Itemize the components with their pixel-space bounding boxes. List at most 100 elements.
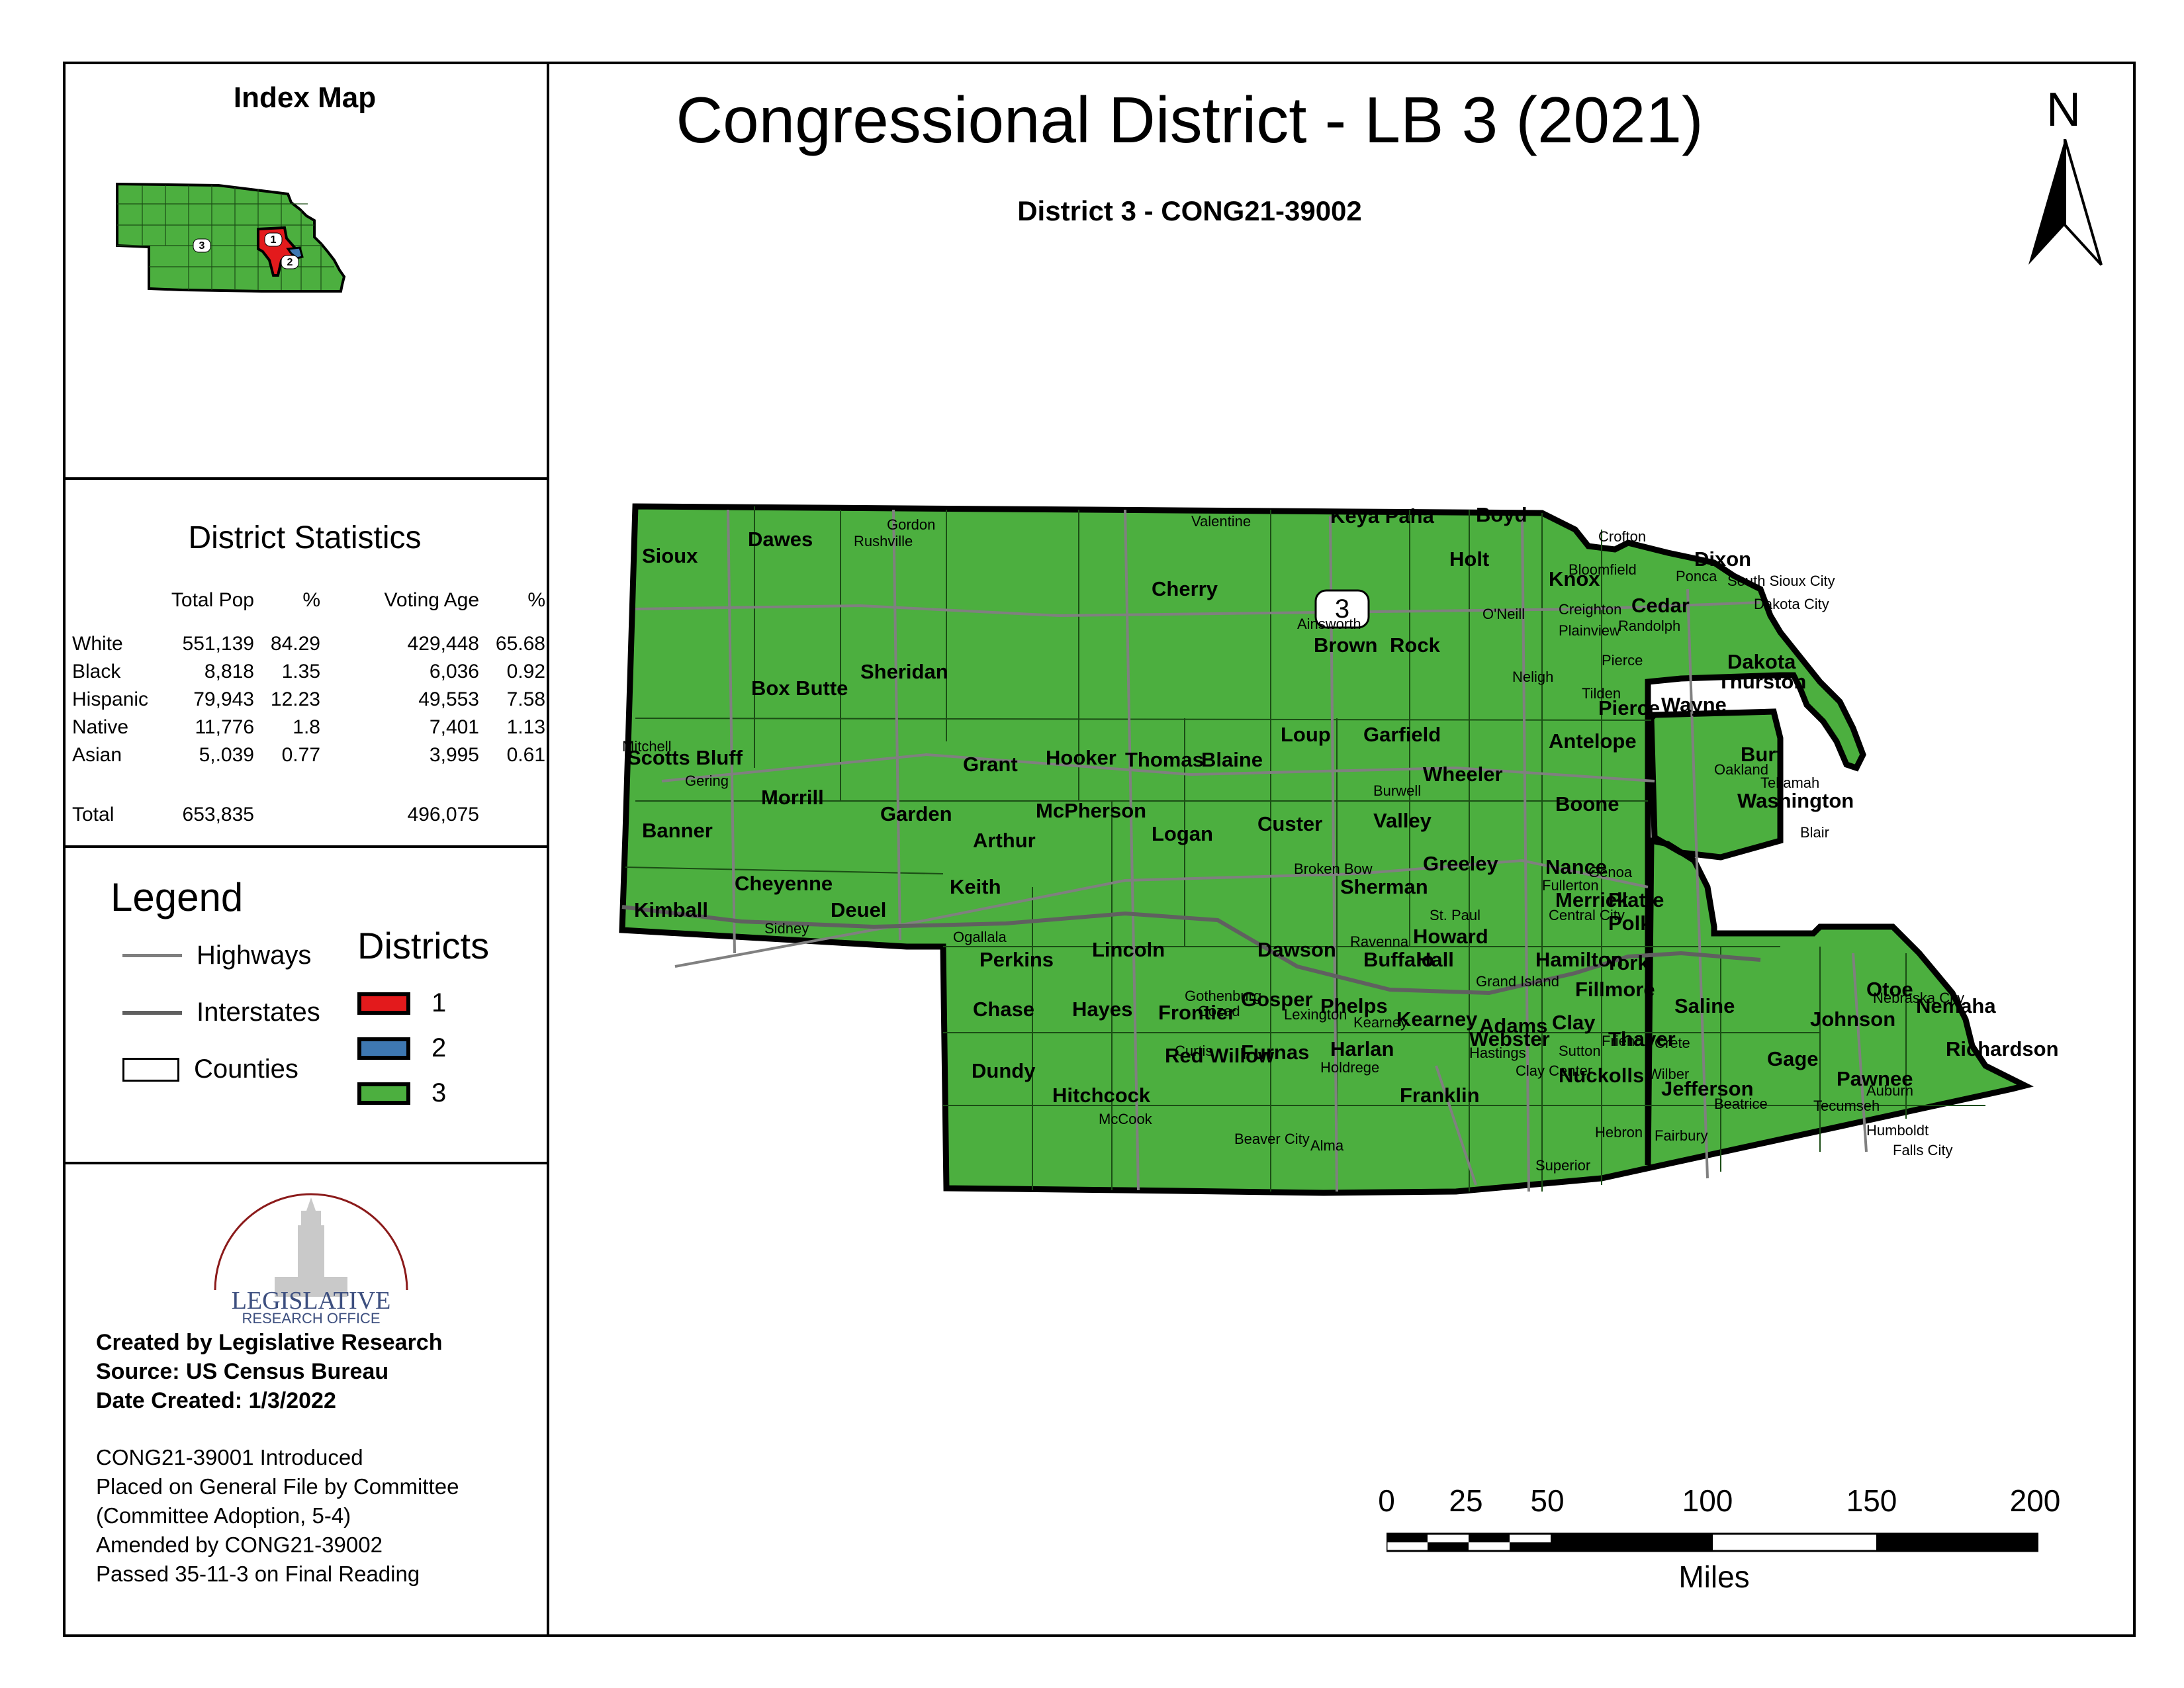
county-label: Saline bbox=[1674, 994, 1735, 1017]
pct-pop-cell: 0.77 bbox=[281, 744, 320, 766]
district-2-swatch bbox=[357, 1037, 410, 1060]
town-label: Lexington bbox=[1284, 1006, 1347, 1023]
county-label: Antelope bbox=[1549, 729, 1637, 753]
town-label: Ravenna bbox=[1350, 933, 1409, 950]
county-label: Kearney bbox=[1396, 1008, 1478, 1031]
county-label: Grant bbox=[963, 753, 1018, 776]
scale-bar-graphic bbox=[1387, 1532, 2038, 1552]
county-label: Richardson bbox=[1946, 1037, 2059, 1060]
town-label: Kearney bbox=[1353, 1014, 1408, 1031]
county-label: Dixon bbox=[1694, 547, 1751, 571]
town-label: Gordon bbox=[887, 516, 935, 533]
county-label: Sioux bbox=[642, 544, 698, 567]
county-label: Lincoln bbox=[1092, 938, 1165, 961]
county-label: Boyd bbox=[1476, 503, 1527, 526]
county-label: Logan bbox=[1152, 822, 1213, 845]
county-label: Hooker bbox=[1046, 746, 1116, 769]
map-frame bbox=[63, 62, 2136, 1637]
county-label: Buffalo bbox=[1363, 948, 1434, 971]
county-label: Webster bbox=[1469, 1027, 1550, 1051]
row-label: White bbox=[72, 633, 123, 655]
county-label: Garden bbox=[880, 802, 952, 825]
statistics-row: Black 8,818 1.35 6,036 0.92 bbox=[72, 658, 545, 686]
col-total-pop: Total Pop bbox=[171, 589, 254, 611]
legend-interstates: Interstates bbox=[122, 998, 320, 1027]
town-label: McCook bbox=[1099, 1111, 1153, 1127]
town-label: Grand Island bbox=[1476, 973, 1559, 990]
county-label: York bbox=[1605, 951, 1649, 974]
county-label: Polk bbox=[1608, 912, 1652, 935]
pct-pop-cell: 1.35 bbox=[281, 661, 320, 682]
town-label: Pierce bbox=[1602, 652, 1643, 669]
svg-text:2: 2 bbox=[287, 257, 293, 268]
county-label: Adams bbox=[1479, 1014, 1547, 1037]
index-map: 1 2 3 bbox=[116, 182, 346, 293]
county-label: Gage bbox=[1767, 1047, 1819, 1070]
legend-district-3: 3 bbox=[357, 1078, 446, 1108]
index-label-2: 2 bbox=[281, 255, 299, 269]
town-label: Clay Center bbox=[1516, 1062, 1592, 1079]
county-label: Valley bbox=[1373, 809, 1432, 832]
town-label: O'Neill bbox=[1482, 606, 1525, 622]
town-label: South Sioux City bbox=[1727, 573, 1835, 589]
county-label: Thurston bbox=[1717, 670, 1806, 693]
scale-tick-label: 50 bbox=[1530, 1483, 1565, 1518]
town-label: Central City bbox=[1549, 907, 1625, 923]
total-pop-cell: 5,.039 bbox=[199, 744, 254, 766]
map-subtitle: District 3 - CONG21-39002 bbox=[1017, 195, 1362, 226]
county-label: Burt bbox=[1741, 743, 1783, 766]
legend-counties: Counties bbox=[122, 1055, 298, 1084]
county-label: Clay bbox=[1552, 1011, 1596, 1034]
county-label: Thomas bbox=[1125, 748, 1204, 771]
county-label: Cherry bbox=[1152, 577, 1218, 600]
county-label: Fillmore bbox=[1575, 978, 1655, 1001]
county-label: Custer bbox=[1257, 812, 1322, 835]
town-label: Ponca bbox=[1676, 568, 1717, 585]
county-label: Johnson bbox=[1810, 1008, 1895, 1031]
index-map-panel: Index Map 1 2 bbox=[63, 62, 547, 480]
county-label: Harlan bbox=[1330, 1037, 1394, 1060]
row-label: Asian bbox=[72, 744, 122, 766]
town-label: Rushville bbox=[854, 533, 913, 549]
history-line: Placed on General File by Committee bbox=[96, 1474, 459, 1499]
town-label: Fairbury bbox=[1655, 1127, 1708, 1144]
index-label-1: 1 bbox=[264, 232, 283, 247]
row-label: Black bbox=[72, 661, 121, 682]
interstate-80 bbox=[621, 905, 1761, 996]
north-label: N bbox=[2046, 83, 2081, 136]
voting-age-cell: 3,995 bbox=[429, 744, 479, 766]
town-label: Fullerton bbox=[1542, 877, 1599, 894]
county-label: Keith bbox=[950, 875, 1001, 898]
town-label: Randolph bbox=[1618, 618, 1680, 634]
town-label: Broken Bow bbox=[1294, 861, 1373, 877]
county-label: Red Willow bbox=[1165, 1044, 1275, 1067]
county-label: Wayne bbox=[1661, 693, 1727, 716]
town-label: Mitchell bbox=[622, 738, 672, 755]
history-line: Passed 35-11-3 on Final Reading bbox=[96, 1562, 420, 1586]
logo-text-line2: RESEARCH OFFICE bbox=[242, 1310, 380, 1327]
logo-text-line1: LEGISLATIVE bbox=[232, 1287, 391, 1315]
county-label: Perkins bbox=[979, 948, 1054, 971]
pct-pop-cell: 1.8 bbox=[293, 716, 320, 738]
county-label: Knox bbox=[1549, 567, 1600, 590]
row-label: Total bbox=[72, 804, 114, 825]
county-label: Cheyenne bbox=[735, 872, 833, 895]
date-created: Date Created: 1/3/2022 bbox=[96, 1388, 336, 1413]
total-pop-cell: 11,776 bbox=[195, 716, 254, 738]
scale-tick-label: 25 bbox=[1449, 1483, 1483, 1518]
highways bbox=[635, 509, 1868, 1192]
legend-panel: Legend Highways Interstates Counties Dis… bbox=[63, 848, 547, 1164]
county-label: Frontier bbox=[1158, 1001, 1236, 1024]
statistics-header-row: Total Pop % Voting Age % bbox=[72, 589, 545, 630]
county-label: Scotts Bluff bbox=[627, 746, 743, 769]
history-line: CONG21-39001 Introduced bbox=[96, 1445, 363, 1470]
district-1-swatch bbox=[357, 992, 410, 1015]
county-label: Nance bbox=[1545, 855, 1607, 878]
county-label: Wheeler bbox=[1423, 763, 1503, 786]
county-label: Pawnee bbox=[1837, 1067, 1913, 1090]
pct-va-cell: 7.58 bbox=[506, 688, 545, 710]
district-3-callout: 3 bbox=[1314, 589, 1370, 629]
index-map-title: Index Map bbox=[233, 81, 377, 114]
town-label: Beaver City bbox=[1234, 1131, 1310, 1147]
town-label: Gering bbox=[685, 773, 729, 789]
